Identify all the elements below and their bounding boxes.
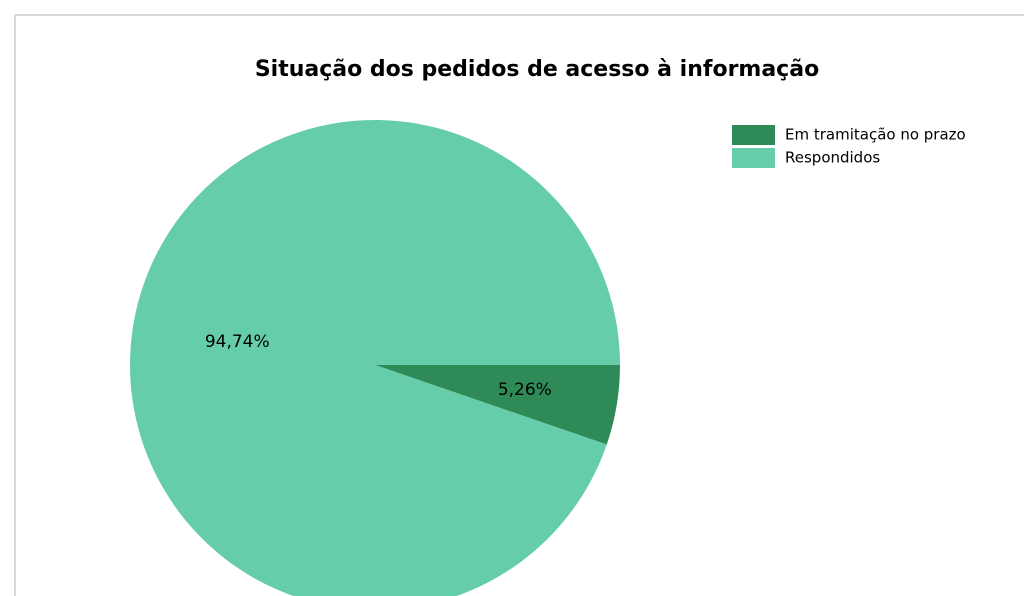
- pie-slice: [130, 120, 620, 596]
- pie-slice: [375, 365, 620, 445]
- legend-label: Respondidos: [785, 149, 880, 167]
- slice-label: 5,26%: [498, 380, 552, 400]
- legend-swatch: [732, 125, 775, 145]
- legend-swatch: [732, 148, 775, 168]
- slice-label: 94,74%: [205, 332, 270, 352]
- chart-title: Situação dos pedidos de acesso à informa…: [255, 57, 819, 82]
- legend-label: Em tramitação no prazo: [785, 126, 966, 144]
